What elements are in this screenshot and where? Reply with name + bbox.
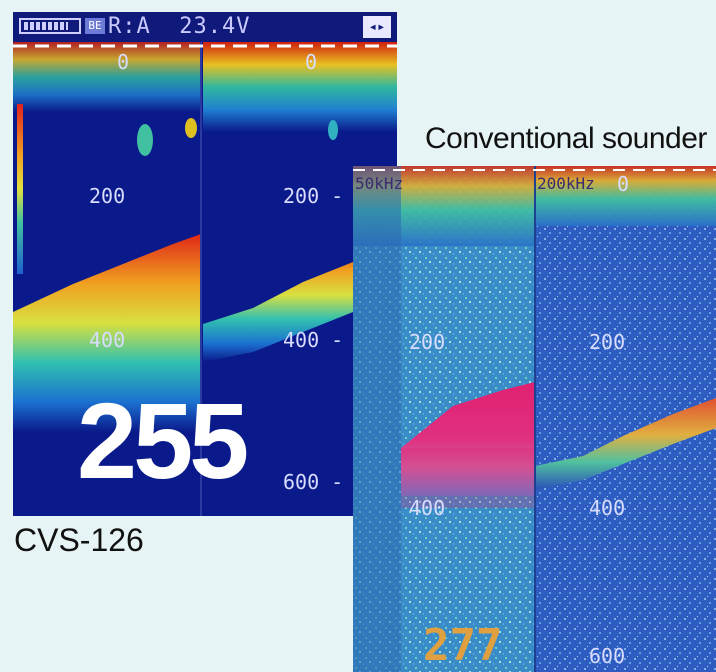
current-depth-readout: 255	[77, 380, 249, 501]
depth-label: 0	[617, 172, 630, 196]
depth-label: 400	[409, 496, 446, 520]
battery-icon	[19, 18, 81, 34]
conventional-sounder-screen: 50kHz 200kHz 0 200 400 200 400 600 277	[353, 166, 716, 672]
cvs-126-screen: BE R:A 23.4V ◂▸ 0 200 400 0 200 - 400 - …	[13, 12, 397, 516]
frequency-label: 50kHz	[355, 174, 404, 193]
depth-label: 600 -	[283, 470, 344, 494]
cvs-echogram	[13, 12, 397, 516]
split-screen-icon: ◂▸	[363, 16, 391, 38]
conventional-echogram	[353, 166, 716, 672]
conventional-caption: Conventional sounder	[425, 122, 707, 155]
depth-label: 200	[89, 184, 126, 208]
depth-label: 400 -	[283, 328, 344, 352]
range-voltage-readout: R:A 23.4V	[108, 14, 251, 39]
status-bar: BE R:A 23.4V ◂▸	[13, 12, 397, 42]
cvs-caption: CVS-126	[14, 522, 144, 558]
depth-label: 200	[589, 330, 626, 354]
current-depth-readout: 277	[423, 620, 503, 671]
frequency-label: 200kHz	[537, 174, 595, 193]
depth-label: 0	[117, 50, 130, 74]
depth-label: 600	[589, 644, 626, 668]
depth-label: 0	[305, 50, 318, 74]
depth-label: 200	[409, 330, 446, 354]
depth-label: 400	[89, 328, 126, 352]
mode-badge: BE	[85, 18, 105, 34]
depth-label: 200 -	[283, 184, 344, 208]
depth-label: 400	[589, 496, 626, 520]
